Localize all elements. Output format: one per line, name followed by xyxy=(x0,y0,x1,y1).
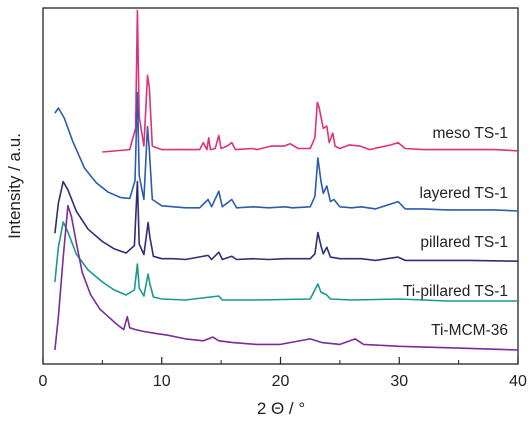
trace-meso-ts-1 xyxy=(102,9,519,153)
label-ti-pillared-ts-1: Ti-pillared TS-1 xyxy=(403,283,508,300)
label-ti-mcm-36: Ti-MCM-36 xyxy=(431,322,508,339)
trace-ti-pillared-ts-1 xyxy=(54,221,518,302)
x-axis-title: 2 Θ / ° xyxy=(257,399,305,418)
trace-pillared-ts-1 xyxy=(54,180,519,262)
label-layered-ts-1: layered TS-1 xyxy=(420,185,508,202)
x-ticks: 0 10 20 30 40 xyxy=(39,357,527,390)
series-labels: meso TS-1 layered TS-1 pillared TS-1 Ti-pil… xyxy=(403,125,508,339)
x-tick-label-10: 10 xyxy=(153,373,171,390)
trace-layered-ts-1 xyxy=(54,91,519,212)
label-meso-ts-1: meso TS-1 xyxy=(432,125,508,142)
label-pillared-ts-1: pillared TS-1 xyxy=(420,234,508,251)
x-tick-label-20: 20 xyxy=(272,373,290,390)
x-tick-label-0: 0 xyxy=(39,373,48,390)
x-tick-label-40: 40 xyxy=(509,373,527,390)
traces xyxy=(54,9,519,351)
x-tick-label-30: 30 xyxy=(390,373,408,390)
trace-ti-mcm-36 xyxy=(54,204,519,351)
y-axis-title: Intensity / a.u. xyxy=(5,133,24,239)
